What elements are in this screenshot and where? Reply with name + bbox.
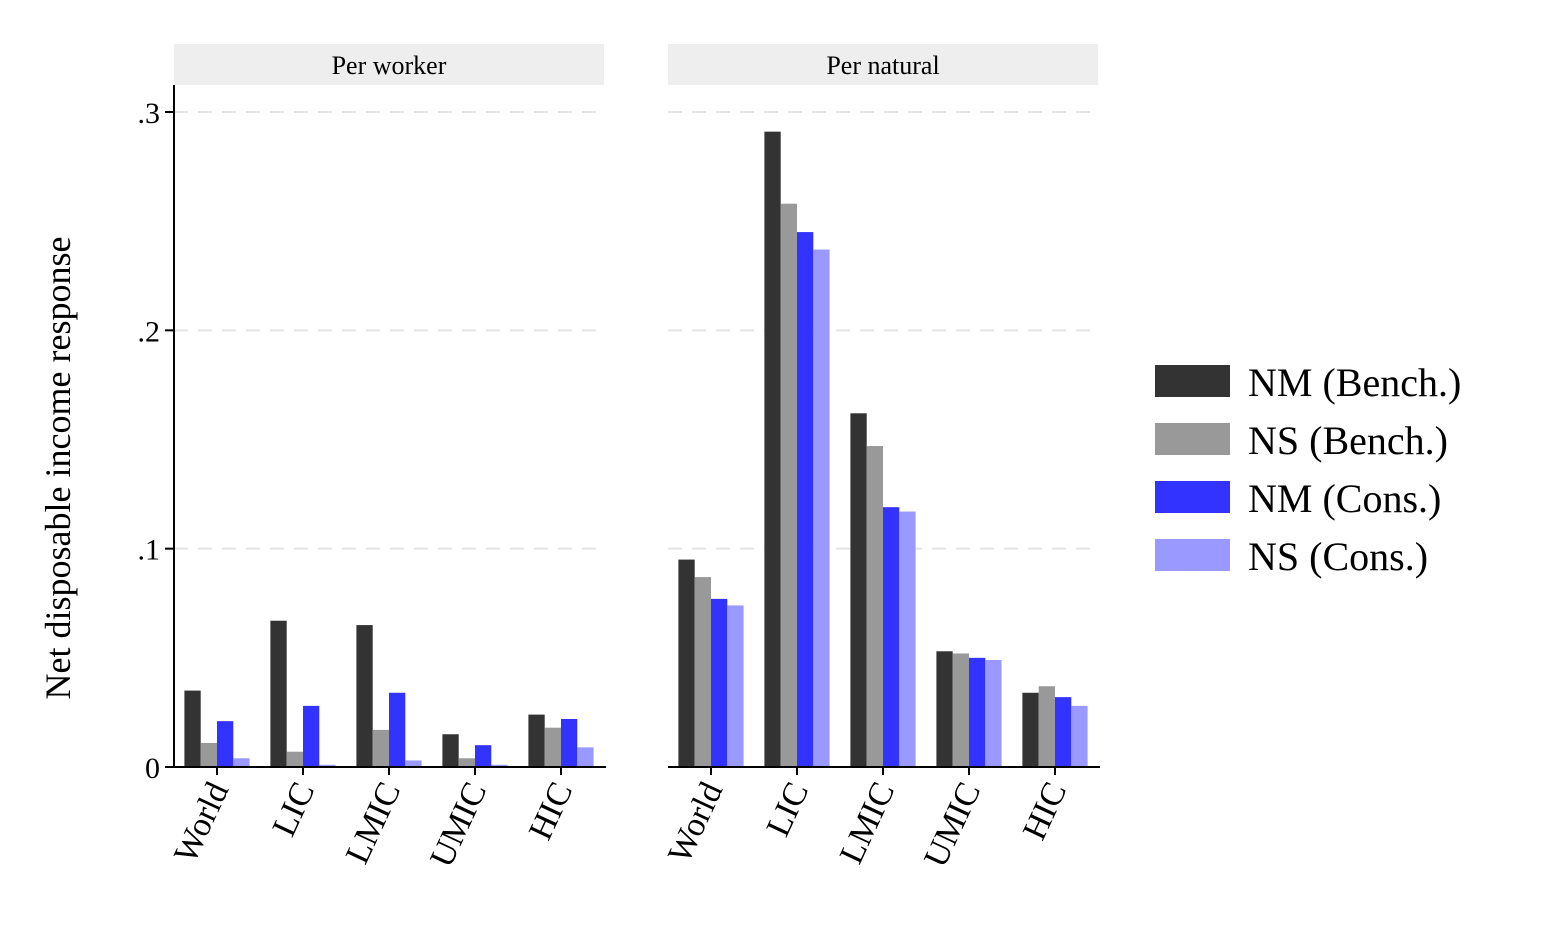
legend-label: NS (Cons.): [1248, 534, 1428, 579]
bar: [200, 742, 217, 767]
x-tick-label: HIC: [1016, 777, 1074, 846]
bar: [866, 446, 883, 767]
y-tick-label: 0: [145, 752, 160, 785]
legend-label: NM (Cons.): [1248, 476, 1441, 521]
panel-title: Per natural: [826, 51, 939, 80]
bar: [561, 718, 578, 767]
chart-legend: NM (Bench.) NS (Bench.) NM (Cons.) NS (Cons…: [1155, 360, 1461, 579]
bar: [389, 692, 406, 767]
x-tick-label: LIC: [760, 777, 817, 842]
x-tick-label: LMIC: [833, 777, 902, 870]
bar: [936, 651, 953, 767]
panel-title-strip: [174, 44, 604, 85]
panel-per-natural: Per natural World LIC LMIC UMIC HIC: [661, 44, 1100, 873]
bar: [458, 758, 475, 767]
bar: [780, 203, 797, 767]
legend-swatch: [1155, 481, 1230, 513]
bar: [694, 577, 711, 767]
bar: [233, 758, 250, 767]
bar: [475, 745, 492, 767]
panel-title: Per worker: [332, 51, 447, 80]
x-tick-label: HIC: [522, 777, 580, 846]
legend-label: NS (Bench.): [1248, 418, 1448, 463]
x-tick-label: UMIC: [917, 777, 988, 873]
legend-swatch: [1155, 539, 1230, 571]
bar: [184, 690, 201, 767]
bar: [1022, 692, 1039, 767]
bar: [405, 760, 422, 767]
bar: [1055, 697, 1072, 767]
y-tick-label: .3: [138, 97, 161, 130]
bar: [303, 705, 320, 767]
bar: [577, 747, 594, 767]
x-tick-label: LIC: [266, 777, 323, 842]
bar: [442, 734, 459, 767]
bar: [217, 721, 234, 767]
bar: [764, 131, 781, 767]
bar: [727, 605, 744, 767]
bar: [678, 559, 695, 767]
bar: [952, 653, 969, 767]
legend-swatch: [1155, 365, 1230, 397]
bar: [883, 507, 900, 767]
bar: [850, 413, 867, 767]
bar: [711, 598, 728, 767]
bar: [270, 620, 287, 767]
bar: [1071, 705, 1088, 767]
bar: [372, 729, 389, 767]
legend-swatch: [1155, 423, 1230, 455]
y-tick-label: .2: [138, 315, 161, 348]
bar: [319, 764, 336, 767]
bar: [286, 751, 303, 767]
bar: [899, 511, 916, 767]
bar: [544, 727, 561, 767]
bar: [985, 660, 1002, 767]
bar: [528, 714, 545, 767]
bar: [797, 232, 814, 767]
bar: [1038, 686, 1055, 767]
panel-per-worker: Per worker World LIC LMIC UMIC HIC 0 .1 .2 .3: [138, 44, 606, 873]
panel-title-strip: [668, 44, 1098, 85]
bar: [491, 764, 508, 767]
x-tick-label: World: [661, 777, 730, 869]
legend-label: NM (Bench.): [1248, 360, 1461, 405]
y-tick-label: .1: [138, 534, 161, 567]
bar: [969, 657, 986, 767]
x-tick-label: LMIC: [339, 777, 408, 870]
x-tick-label: UMIC: [423, 777, 494, 873]
x-tick-label: World: [167, 777, 236, 869]
y-axis-title: Net disposable income response: [38, 237, 78, 700]
bar: [813, 249, 830, 768]
bar: [356, 625, 373, 767]
